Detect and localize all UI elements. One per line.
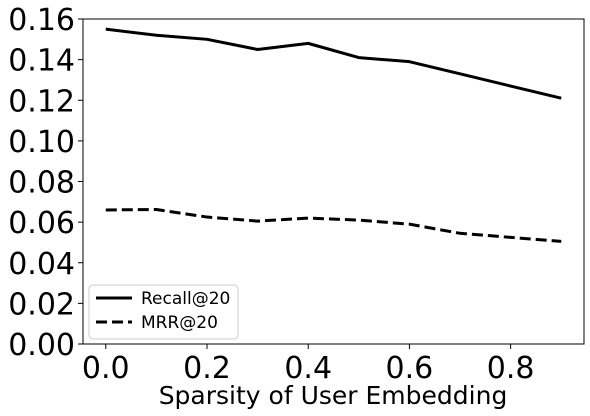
series-line-mrr-20 [105,208,562,243]
x-tick-label: 0.8 [487,351,535,386]
x-tick-label: 0.2 [183,351,231,386]
x-tick-label: 0.6 [386,351,434,386]
y-tick-label: 0.10 [8,125,75,160]
y-tick-label: 0.02 [8,287,75,322]
x-tick-label: 0.0 [82,351,130,386]
legend: Recall@20 MRR@20 [88,284,239,340]
y-axis: 0.00 0.02 0.04 0.06 0.08 0.10 0.12 0.14 0.16 [8,3,83,363]
y-tick-label: 0.06 [8,206,75,241]
legend-label-recall: Recall@20 [141,289,230,309]
y-tick-label: 0.04 [8,247,75,282]
y-tick-label: 0.14 [8,44,75,79]
x-tick-label: 0.4 [284,351,332,386]
y-tick-label: 0.00 [8,328,75,363]
y-tick-label: 0.16 [8,3,75,38]
series-line-recall-20 [105,27,562,100]
y-tick-label: 0.12 [8,84,75,119]
y-tick-label: 0.08 [8,166,75,201]
series-layer [105,27,562,243]
legend-label-mrr: MRR@20 [141,313,218,333]
x-axis: 0.0 0.2 0.4 0.6 0.8 [82,344,535,386]
x-axis-label: Sparsity of User Embedding [159,381,508,410]
